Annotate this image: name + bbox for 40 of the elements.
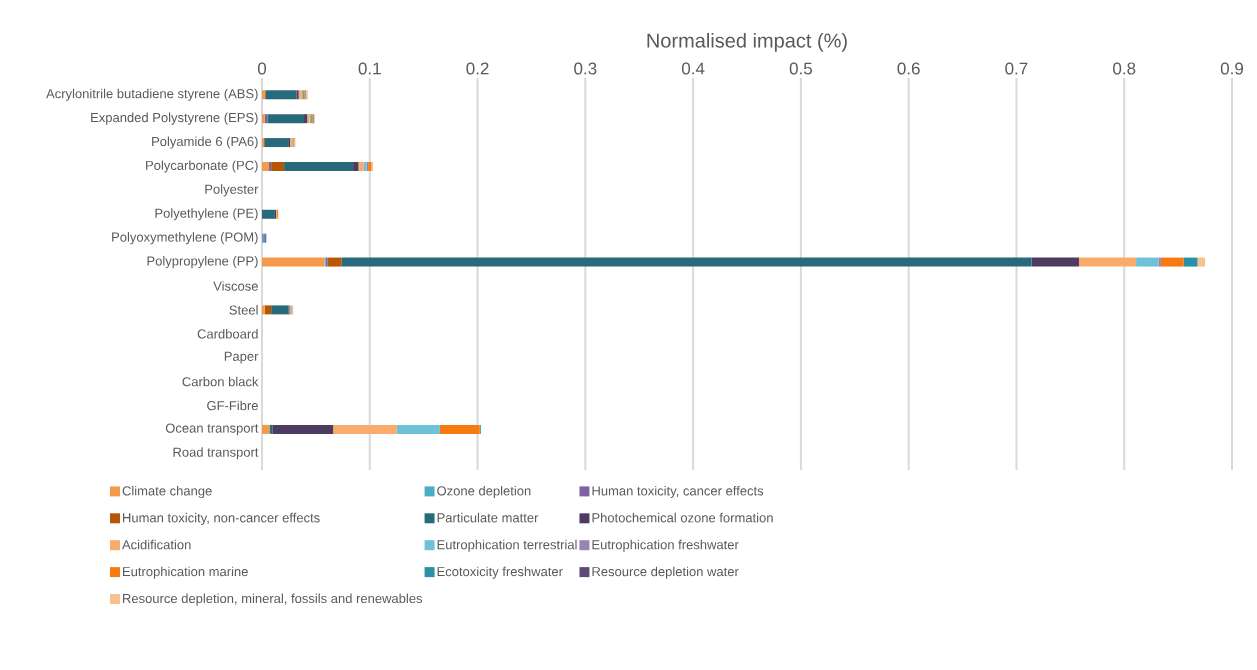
legend-label: Acidification: [122, 539, 191, 550]
legend-label: Eutrophication terrestrial: [437, 539, 577, 552]
y-tick-label: Expanded Polystyrene (EPS): [91, 112, 258, 125]
y-tick-label: Ocean transport: [165, 423, 259, 436]
y-tick-label: Polyamide 6 (PA6): [152, 136, 258, 149]
y-tick-label: Polypropylene (PP): [147, 256, 258, 269]
legend-label: Resource depletion water: [592, 566, 739, 579]
y-tick-label: Carbon black: [182, 376, 259, 387]
y-tick-label: Cardboard: [197, 329, 258, 339]
x-tick-label: 0.8: [1113, 62, 1136, 75]
legend-label: Human toxicity, non-cancer effects: [123, 512, 320, 525]
y-tick-label: Polyoxymethylene (POM): [112, 232, 258, 245]
y-tick-label: GF-Fibre: [207, 400, 258, 411]
y-tick-label: Polyethylene (PE): [155, 208, 258, 221]
legend-label: Photochemical ozone formation: [592, 512, 773, 523]
x-tick-label: 0.2: [466, 62, 489, 75]
legend-label: Resource depletion, mineral, fossils and renewables: [123, 593, 423, 606]
x-tick-label: 0.7: [1005, 62, 1028, 75]
legend-label: Particulate matter: [437, 512, 539, 523]
y-tick-label: Polyester: [205, 184, 259, 197]
y-tick-label: Steel: [229, 305, 258, 315]
x-tick-label: 0.9: [1220, 62, 1244, 75]
legend-label: Ozone depletion: [437, 485, 531, 499]
legend-label: Human toxicity, cancer effects: [592, 485, 764, 499]
legend-label: Climate change: [122, 485, 212, 499]
y-tick-label: Paper: [224, 351, 259, 364]
y-tick-label: Road transport: [173, 447, 259, 460]
legend-label: Ecotoxicity freshwater: [437, 566, 563, 579]
x-tick-label: 0.6: [897, 62, 920, 75]
legend-label: Eutrophication freshwater: [592, 539, 739, 552]
y-tick-label: Viscose: [213, 281, 258, 291]
x-axis-title: Normalised impact (%): [647, 33, 847, 52]
x-tick-label: 0.1: [358, 62, 381, 75]
x-tick-label: 0.3: [574, 62, 597, 75]
x-tick-label: 0: [257, 62, 267, 75]
x-tick-label: 0.5: [789, 62, 812, 75]
y-tick-label: Polycarbonate (PC): [146, 160, 258, 173]
y-tick-label: Acrylonitrile butadiene styrene (ABS): [46, 88, 258, 101]
x-tick-label: 0.4: [681, 62, 705, 75]
legend-label: Eutrophication marine: [123, 566, 248, 579]
